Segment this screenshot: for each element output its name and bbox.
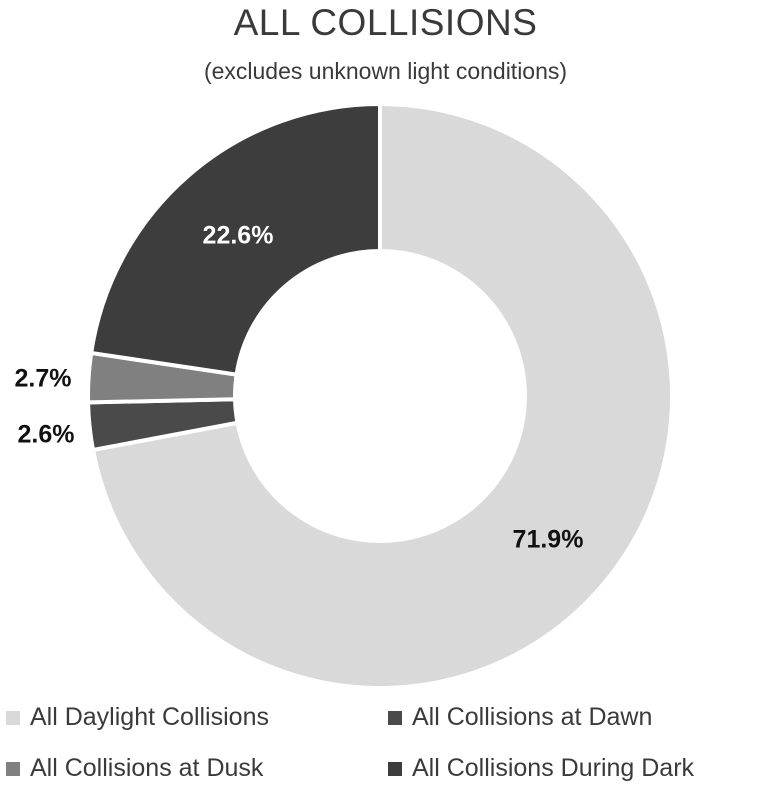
data-label-dark: 22.6%	[203, 222, 274, 250]
chart-title: ALL COLLISIONS	[233, 2, 538, 43]
legend-label-dawn: All Collisions at Dawn	[412, 703, 653, 731]
legend-swatch-dusk	[6, 761, 20, 776]
data-label-dawn: 2.6%	[18, 421, 75, 449]
legend-label-daylight: All Daylight Collisions	[30, 703, 269, 731]
legend-swatch-dawn	[388, 710, 402, 725]
legend-swatch-daylight	[6, 710, 20, 725]
data-label-dusk: 2.7%	[15, 365, 72, 393]
legend-item-dusk: All Collisions at Dusk	[6, 754, 263, 783]
chart-subtitle: (excludes unknown light conditions)	[203, 58, 568, 84]
slice-daylight	[90, 101, 674, 690]
legend-label-dusk: All Collisions at Dusk	[30, 754, 264, 782]
data-label-daylight: 71.9%	[513, 526, 584, 554]
legend-swatch-dark	[388, 761, 402, 776]
legend-item-dark: All Collisions During Dark	[388, 754, 694, 783]
slice-dark	[88, 101, 382, 377]
legend-label-dark: All Collisions During Dark	[412, 754, 695, 782]
legend-item-daylight: All Daylight Collisions	[6, 703, 269, 732]
legend-item-dawn: All Collisions at Dawn	[388, 703, 652, 732]
